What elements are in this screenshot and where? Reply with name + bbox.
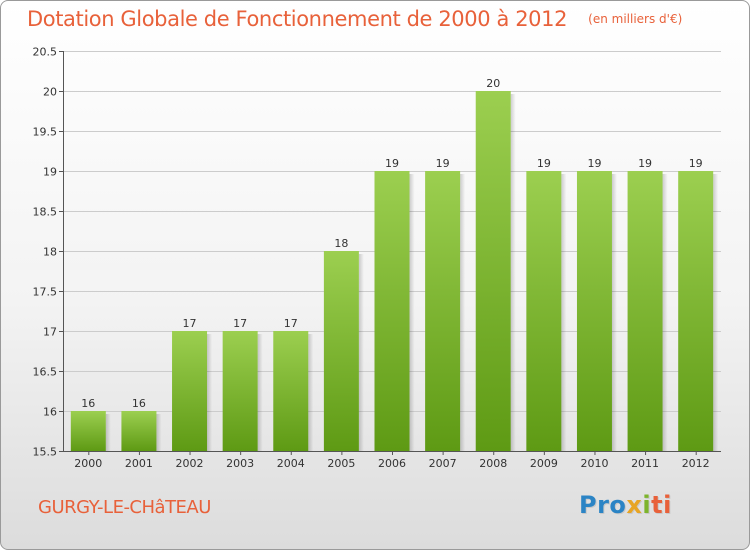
data-label: 20 [486, 77, 500, 90]
data-label: 19 [537, 157, 551, 170]
bar-shadow [358, 254, 364, 451]
data-label: 18 [334, 237, 348, 250]
data-label: 19 [689, 157, 703, 170]
data-label: 16 [81, 397, 95, 410]
x-tick-label: 2010 [580, 457, 608, 470]
y-tick-label: 20 [43, 86, 57, 99]
bar[interactable] [576, 171, 612, 451]
data-label: 19 [385, 157, 399, 170]
bar-shadow [611, 174, 617, 451]
bar[interactable] [121, 411, 157, 451]
x-tick-label: 2002 [176, 457, 204, 470]
data-label: 17 [233, 317, 247, 330]
bar[interactable] [526, 171, 562, 451]
y-tick-label: 20.5 [33, 46, 58, 59]
y-tick-label: 16 [43, 406, 57, 419]
bar-shadow [510, 94, 516, 451]
x-tick-label: 2003 [226, 457, 254, 470]
logo-part: ti [651, 491, 672, 519]
commune-name: GURGY-LE-CHâTEAU [38, 497, 211, 518]
y-tick-label: 18.5 [33, 206, 58, 219]
y-tick-label: 17 [43, 326, 57, 339]
proxiti-logo[interactable]: Proxiti [579, 491, 672, 519]
bar-shadow [156, 414, 162, 451]
bar-shadow [409, 174, 415, 451]
bar[interactable] [627, 171, 663, 451]
data-label: 19 [638, 157, 652, 170]
logo-part: Pro [579, 491, 627, 519]
x-tick-label: 2008 [479, 457, 507, 470]
x-tick-label: 2007 [429, 457, 457, 470]
bar-shadow [460, 174, 466, 451]
bar-shadow [713, 174, 719, 451]
bar-shadow [207, 334, 213, 451]
bar-shadow [257, 334, 263, 451]
data-label: 19 [436, 157, 450, 170]
bar[interactable] [374, 171, 410, 451]
logo-part: x [626, 491, 643, 519]
bar[interactable] [222, 331, 258, 451]
bar[interactable] [678, 171, 714, 451]
bar-shadow [105, 414, 111, 451]
bar[interactable] [425, 171, 461, 451]
x-tick-label: 2009 [530, 457, 558, 470]
bar-shadow [561, 174, 567, 451]
x-tick-label: 2012 [682, 457, 710, 470]
bar[interactable] [172, 331, 208, 451]
bar[interactable] [323, 251, 359, 451]
y-tick-label: 18 [43, 246, 57, 259]
y-tick-label: 19.5 [33, 126, 58, 139]
x-tick-label: 2000 [74, 457, 102, 470]
bar-shadow [308, 334, 314, 451]
data-label: 17 [183, 317, 197, 330]
y-tick-label: 19 [43, 166, 57, 179]
data-label: 16 [132, 397, 146, 410]
bar-shadow [662, 174, 668, 451]
data-label: 17 [284, 317, 298, 330]
bar[interactable] [273, 331, 309, 451]
x-tick-label: 2011 [631, 457, 659, 470]
chart-title: Dotation Globale de Fonctionnement de 20… [27, 7, 568, 31]
title-row: Dotation Globale de Fonctionnement de 20… [27, 7, 682, 31]
x-tick-label: 2006 [378, 457, 406, 470]
y-tick-label: 16.5 [33, 366, 58, 379]
x-tick-label: 2004 [277, 457, 305, 470]
y-tick-label: 15.5 [33, 446, 58, 459]
bar[interactable] [70, 411, 106, 451]
bar[interactable] [475, 91, 511, 451]
logo-part: i [642, 491, 652, 519]
x-tick-label: 2005 [327, 457, 355, 470]
y-tick-label: 17.5 [33, 286, 58, 299]
x-tick-label: 2001 [125, 457, 153, 470]
chart-subtitle: (en milliers d'€) [588, 12, 683, 26]
data-label: 19 [587, 157, 601, 170]
